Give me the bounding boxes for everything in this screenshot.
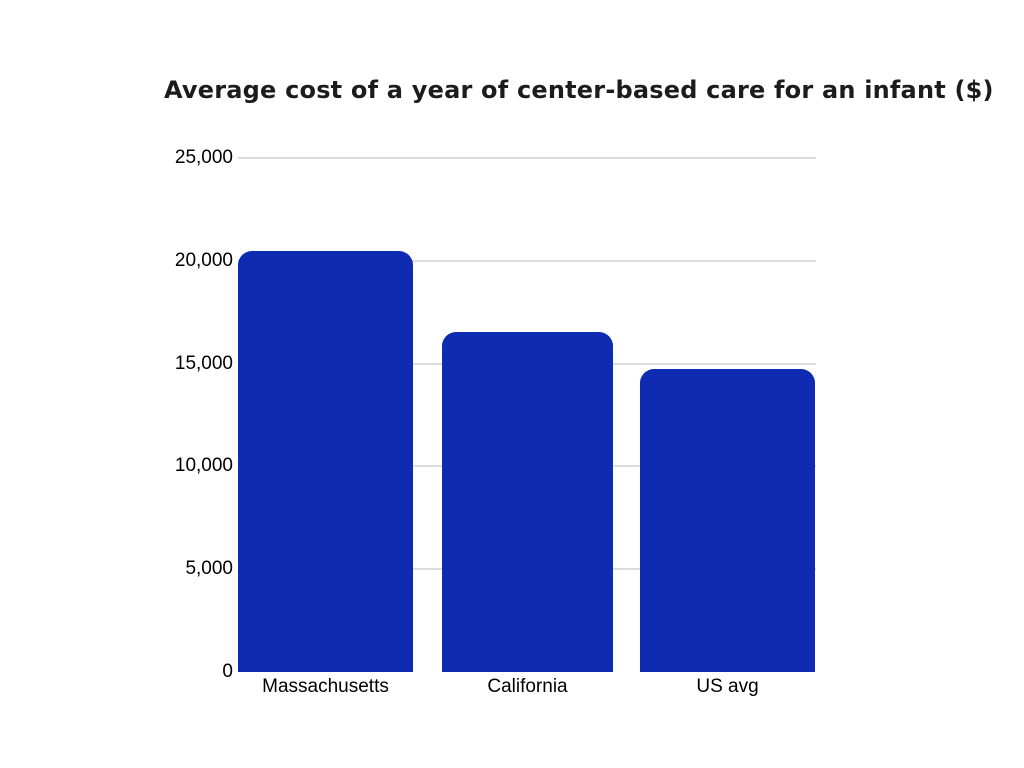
x-category-label: Massachusetts	[262, 676, 389, 697]
bar-us-avg	[640, 368, 815, 672]
bar-massachusetts	[238, 250, 413, 672]
gridline-25000	[238, 157, 816, 159]
gridline-20000	[238, 259, 816, 262]
y-tick-label: 0	[222, 661, 233, 682]
y-tick-label: 15,000	[174, 352, 233, 374]
plot-area	[238, 157, 816, 672]
chart-title: Average cost of a year of center-based c…	[164, 76, 994, 104]
y-tick-label: 25,000	[174, 147, 233, 168]
y-tick-label: 20,000	[174, 249, 233, 271]
y-tick-label: 5,000	[185, 558, 233, 580]
x-category-label: California	[487, 676, 568, 697]
bar-california	[442, 331, 613, 672]
y-tick-label: 10,000	[174, 455, 233, 477]
x-category-label: US avg	[696, 676, 759, 697]
